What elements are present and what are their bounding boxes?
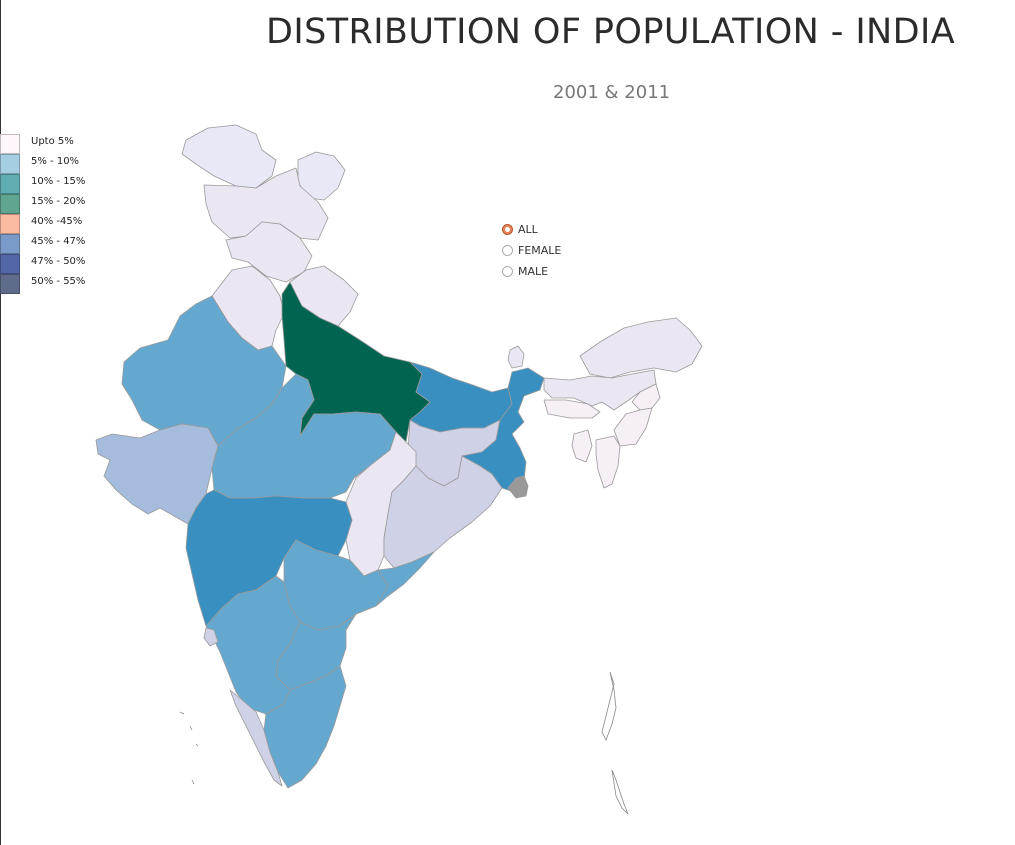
islands-nicobar (611, 769, 629, 815)
legend-swatch (0, 174, 20, 194)
radio-all[interactable]: ALL (502, 219, 561, 240)
legend-swatch (0, 274, 20, 294)
state-tripura[interactable] (571, 429, 593, 463)
state-himachal-pradesh[interactable] (203, 167, 329, 241)
legend-item-10-15: 10% - 15% (0, 174, 120, 194)
page-subtitle: 2001 & 2011 (553, 82, 671, 103)
legend-item-45-47: 45% - 47% (0, 234, 120, 254)
legend-swatch (0, 194, 20, 214)
gender-filter: ALL FEMALE MALE (502, 219, 561, 282)
state-sikkim[interactable] (507, 345, 525, 369)
left-border (0, 0, 1, 845)
legend-item-40-45: 40% -45% (0, 214, 120, 234)
legend-item-15-20: 15% - 20% (0, 194, 120, 214)
legend-item-upto-5: Upto 5% (0, 134, 120, 154)
legend-label: Upto 5% (31, 136, 74, 147)
state-jammu-kashmir[interactable] (181, 124, 277, 189)
state-manipur[interactable] (613, 407, 653, 447)
legend-label: 50% - 55% (31, 276, 86, 287)
radio-button-icon[interactable] (502, 245, 513, 256)
legend-label: 45% - 47% (31, 236, 86, 247)
state-goa[interactable] (203, 627, 219, 647)
radio-female[interactable]: FEMALE (502, 240, 561, 261)
radio-label: ALL (518, 223, 538, 236)
radio-button-icon[interactable] (502, 266, 513, 277)
legend-item-47-50: 47% - 50% (0, 254, 120, 274)
legend-label: 10% - 15% (31, 176, 86, 187)
state-odisha[interactable] (383, 455, 503, 569)
legend-item-5-10: 5% - 10% (0, 154, 120, 174)
legend-swatch (0, 134, 20, 154)
region-sundarbans (507, 475, 529, 499)
state-arunachal-pradesh[interactable] (579, 317, 703, 379)
state-west-bengal[interactable] (461, 367, 545, 493)
page-title: DISTRIBUTION OF POPULATION - INDIA (266, 12, 956, 52)
state-kerala[interactable] (229, 689, 283, 787)
state-mizoram[interactable] (595, 435, 621, 489)
legend-swatch (0, 214, 20, 234)
legend-item-50-55: 50% - 55% (0, 274, 120, 294)
state-assam[interactable] (543, 369, 657, 411)
radio-label: FEMALE (518, 244, 562, 257)
legend-label: 40% -45% (31, 216, 83, 227)
legend-label: 47% - 50% (31, 256, 86, 267)
islands-lakshadweep (179, 711, 199, 785)
legend-swatch (0, 154, 20, 174)
islands-andaman (601, 671, 617, 741)
state-meghalaya[interactable] (543, 399, 601, 419)
radio-male[interactable]: MALE (502, 261, 561, 282)
legend-label: 15% - 20% (31, 196, 86, 207)
state-tamil-nadu[interactable] (263, 665, 347, 789)
legend-label: 5% - 10% (31, 156, 80, 167)
legend-swatch (0, 254, 20, 274)
legend: Upto 5% 5% - 10% 10% - 15% 15% - 20% 40%… (0, 134, 120, 294)
state-karnataka[interactable] (205, 575, 301, 715)
legend-swatch (0, 234, 20, 254)
radio-button-icon[interactable] (502, 224, 513, 235)
state-punjab[interactable] (225, 221, 313, 283)
radio-label: MALE (518, 265, 549, 278)
